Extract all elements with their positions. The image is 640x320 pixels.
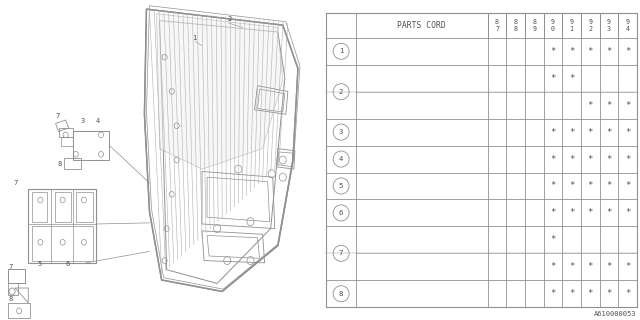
Text: 8
9: 8 9 xyxy=(532,19,536,32)
Text: *: * xyxy=(588,181,593,190)
Text: 9
4: 9 4 xyxy=(625,19,630,32)
Text: *: * xyxy=(625,47,630,56)
Text: 7: 7 xyxy=(8,264,12,269)
Text: *: * xyxy=(569,128,574,137)
Text: *: * xyxy=(588,262,593,271)
Text: 1: 1 xyxy=(339,48,343,54)
Text: 7: 7 xyxy=(13,180,17,186)
Text: *: * xyxy=(569,47,574,56)
Text: 9
2: 9 2 xyxy=(588,19,592,32)
Text: *: * xyxy=(606,181,612,190)
Text: *: * xyxy=(569,74,574,83)
Bar xyxy=(525,13,544,38)
Text: *: * xyxy=(606,208,612,217)
Text: *: * xyxy=(625,262,630,271)
Text: 4: 4 xyxy=(96,118,100,124)
Text: 5: 5 xyxy=(37,261,42,267)
Text: *: * xyxy=(606,155,612,164)
Text: 1: 1 xyxy=(192,35,196,41)
Polygon shape xyxy=(157,14,283,169)
Text: *: * xyxy=(569,208,574,217)
Text: *: * xyxy=(625,155,630,164)
Text: 8
7: 8 7 xyxy=(495,19,499,32)
Bar xyxy=(618,13,637,38)
Text: *: * xyxy=(588,128,593,137)
Text: 7: 7 xyxy=(339,250,343,256)
Text: *: * xyxy=(606,47,612,56)
Text: *: * xyxy=(606,128,612,137)
Text: 3: 3 xyxy=(339,129,343,135)
Text: 3: 3 xyxy=(81,118,85,124)
Text: *: * xyxy=(550,208,556,217)
Text: *: * xyxy=(625,208,630,217)
Text: 7: 7 xyxy=(56,113,60,119)
Text: *: * xyxy=(606,101,612,110)
Text: *: * xyxy=(569,181,574,190)
Text: *: * xyxy=(569,155,574,164)
Bar xyxy=(326,13,488,38)
Text: *: * xyxy=(550,262,556,271)
Bar xyxy=(600,13,618,38)
Text: *: * xyxy=(588,47,593,56)
Text: 8: 8 xyxy=(8,296,12,301)
Text: *: * xyxy=(550,235,556,244)
Text: 5: 5 xyxy=(339,183,343,189)
Text: *: * xyxy=(550,289,556,298)
Text: *: * xyxy=(550,128,556,137)
Text: *: * xyxy=(569,262,574,271)
Text: *: * xyxy=(588,101,593,110)
Text: A610000053: A610000053 xyxy=(595,311,637,317)
Text: *: * xyxy=(625,101,630,110)
Text: *: * xyxy=(588,155,593,164)
Bar xyxy=(563,13,581,38)
Bar xyxy=(544,13,563,38)
Text: 9
0: 9 0 xyxy=(551,19,555,32)
Text: 6: 6 xyxy=(339,210,343,216)
Text: PARTS CORD: PARTS CORD xyxy=(397,21,446,30)
Text: *: * xyxy=(625,289,630,298)
Text: *: * xyxy=(588,289,593,298)
Text: 8
8: 8 8 xyxy=(514,19,518,32)
Text: *: * xyxy=(606,262,612,271)
Text: *: * xyxy=(606,289,612,298)
Bar xyxy=(488,13,506,38)
Text: 9
1: 9 1 xyxy=(570,19,573,32)
Bar xyxy=(581,13,600,38)
Text: 2: 2 xyxy=(227,16,232,21)
Text: 8: 8 xyxy=(58,161,62,167)
Text: 8: 8 xyxy=(339,291,343,297)
Text: 2: 2 xyxy=(339,89,343,95)
Text: *: * xyxy=(625,128,630,137)
Bar xyxy=(506,13,525,38)
Text: *: * xyxy=(550,181,556,190)
Text: *: * xyxy=(550,74,556,83)
Text: 6: 6 xyxy=(66,261,70,267)
Text: 4: 4 xyxy=(339,156,343,162)
Text: *: * xyxy=(588,208,593,217)
Text: *: * xyxy=(569,289,574,298)
Text: *: * xyxy=(550,47,556,56)
Text: 9
3: 9 3 xyxy=(607,19,611,32)
Text: *: * xyxy=(550,155,556,164)
Text: *: * xyxy=(625,181,630,190)
